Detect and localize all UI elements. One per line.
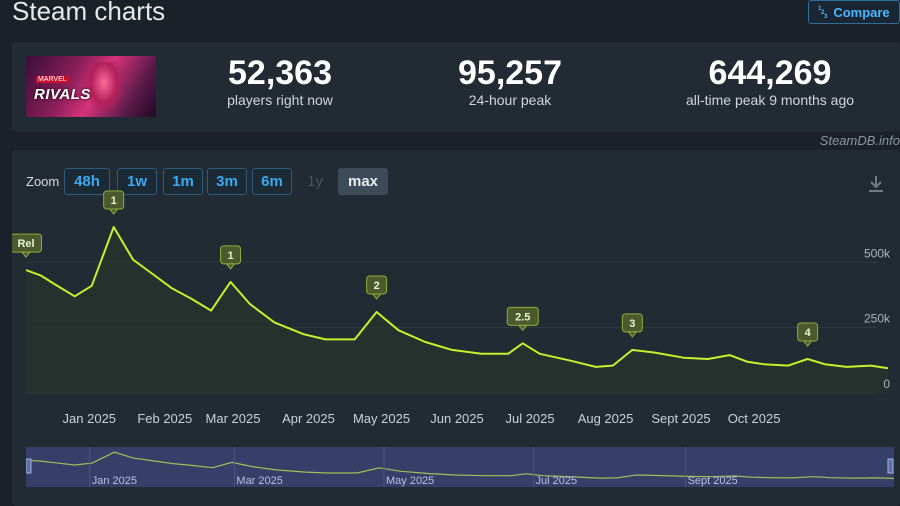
navigator-tick-label: May 2025: [386, 475, 434, 487]
event-flag[interactable]: 2.5: [506, 306, 539, 332]
event-flag[interactable]: Rel: [12, 233, 42, 258]
zoom-label: Zoom: [26, 174, 60, 189]
stat-players-now: 52,363 players right now: [200, 54, 360, 108]
event-flag-label: 3: [629, 318, 635, 330]
y-tick-label: 500k: [864, 246, 891, 260]
game-art: [84, 62, 124, 114]
navigator-tick-label: Mar 2025: [236, 475, 282, 487]
event-flag-label: Rel: [17, 238, 34, 250]
navigator-tick-label: Jul 2025: [536, 475, 578, 487]
stat-label: players right now: [227, 92, 333, 108]
compare-icon: 1 2 3: [818, 4, 828, 20]
y-tick-label: 250k: [864, 312, 891, 326]
game-logo-brand: MARVEL: [36, 76, 69, 83]
zoom-3m-button[interactable]: 3m: [207, 168, 247, 195]
stat-value: 95,257: [458, 54, 562, 92]
chart-panel: Zoom 48h 1w 1m 3m 6m 1y max Rel 1 1 2 2.5 3 4 …: [12, 150, 900, 506]
navigator-left-handle[interactable]: [26, 458, 32, 474]
game-thumbnail[interactable]: MARVEL RIVALS: [26, 56, 156, 117]
event-flag-label: 4: [805, 327, 812, 339]
x-tick-label: Sept 2025: [651, 411, 710, 426]
stat-24h-peak: 95,257 24-hour peak: [430, 54, 590, 108]
x-tick-label: Feb 2025: [137, 411, 192, 426]
stat-label: all-time peak 9 months ago: [685, 92, 855, 108]
stat-all-time-peak: 644,269 all-time peak 9 months ago: [660, 54, 880, 108]
event-flag-label: 1: [111, 195, 117, 207]
download-icon[interactable]: [866, 174, 886, 199]
series-area: [26, 227, 888, 393]
event-flag-label: 2.5: [515, 311, 530, 323]
event-flag-label: 1: [227, 250, 233, 262]
svg-text:3: 3: [824, 14, 828, 18]
y-tick-label: 0: [883, 377, 890, 391]
zoom-1m-button[interactable]: 1m: [163, 168, 203, 195]
navigator-tick-label: Sept 2025: [688, 475, 738, 487]
x-tick-label: Mar 2025: [206, 411, 261, 426]
svg-text:1: 1: [818, 6, 822, 12]
x-tick-label: Aug 2025: [578, 411, 634, 426]
navigator-series-line: [26, 451, 894, 479]
navigator-chart[interactable]: Jan 2025 Mar 2025 May 2025 Jul 2025 Sept 202…: [26, 447, 894, 489]
event-flag[interactable]: 1: [103, 190, 125, 215]
game-logo: RIVALS: [34, 86, 91, 103]
zoom-6m-button[interactable]: 6m: [252, 168, 292, 195]
event-flag[interactable]: 2: [366, 275, 388, 300]
stat-value: 52,363: [228, 54, 332, 92]
stats-panel: MARVEL RIVALS 52,363 players right now 9…: [12, 42, 900, 132]
x-tick-label: Apr 2025: [282, 411, 335, 426]
navigator-selection[interactable]: [26, 447, 894, 487]
stat-value: 644,269: [708, 54, 832, 92]
svg-text:2: 2: [821, 10, 825, 16]
navigator-right-handle[interactable]: [887, 458, 894, 474]
event-flag[interactable]: 3: [621, 313, 643, 338]
watermark[interactable]: SteamDB.info: [819, 133, 900, 148]
zoom-48h-button[interactable]: 48h: [64, 168, 110, 195]
x-tick-label: Jan 2025: [63, 411, 117, 426]
event-flag[interactable]: 4: [797, 322, 819, 347]
x-tick-label: May 2025: [353, 411, 410, 426]
zoom-1y-button: 1y: [307, 173, 323, 190]
series-line[interactable]: [25, 226, 889, 370]
zoom-1w-button[interactable]: 1w: [117, 168, 157, 195]
stat-label: 24-hour peak: [468, 92, 552, 108]
event-flag[interactable]: 1: [220, 245, 242, 270]
page-title: Steam charts: [12, 0, 166, 26]
compare-button[interactable]: 1 2 3 Compare: [808, 0, 900, 24]
player-count-chart[interactable]: Rel 1 1 2 2.5 3 4 Jan 2025 Feb 2025 Mar 2025 Apr …: [12, 150, 900, 506]
zoom-max-button[interactable]: max: [338, 168, 388, 195]
x-tick-label: Jun 2025: [430, 411, 484, 426]
event-flag-label: 2: [374, 280, 380, 292]
compare-label: Compare: [833, 4, 890, 20]
navigator-tick-label: Jan 2025: [92, 475, 137, 487]
x-tick-label: Jul 2025: [505, 411, 554, 426]
x-tick-label: Oct 2025: [728, 411, 781, 426]
